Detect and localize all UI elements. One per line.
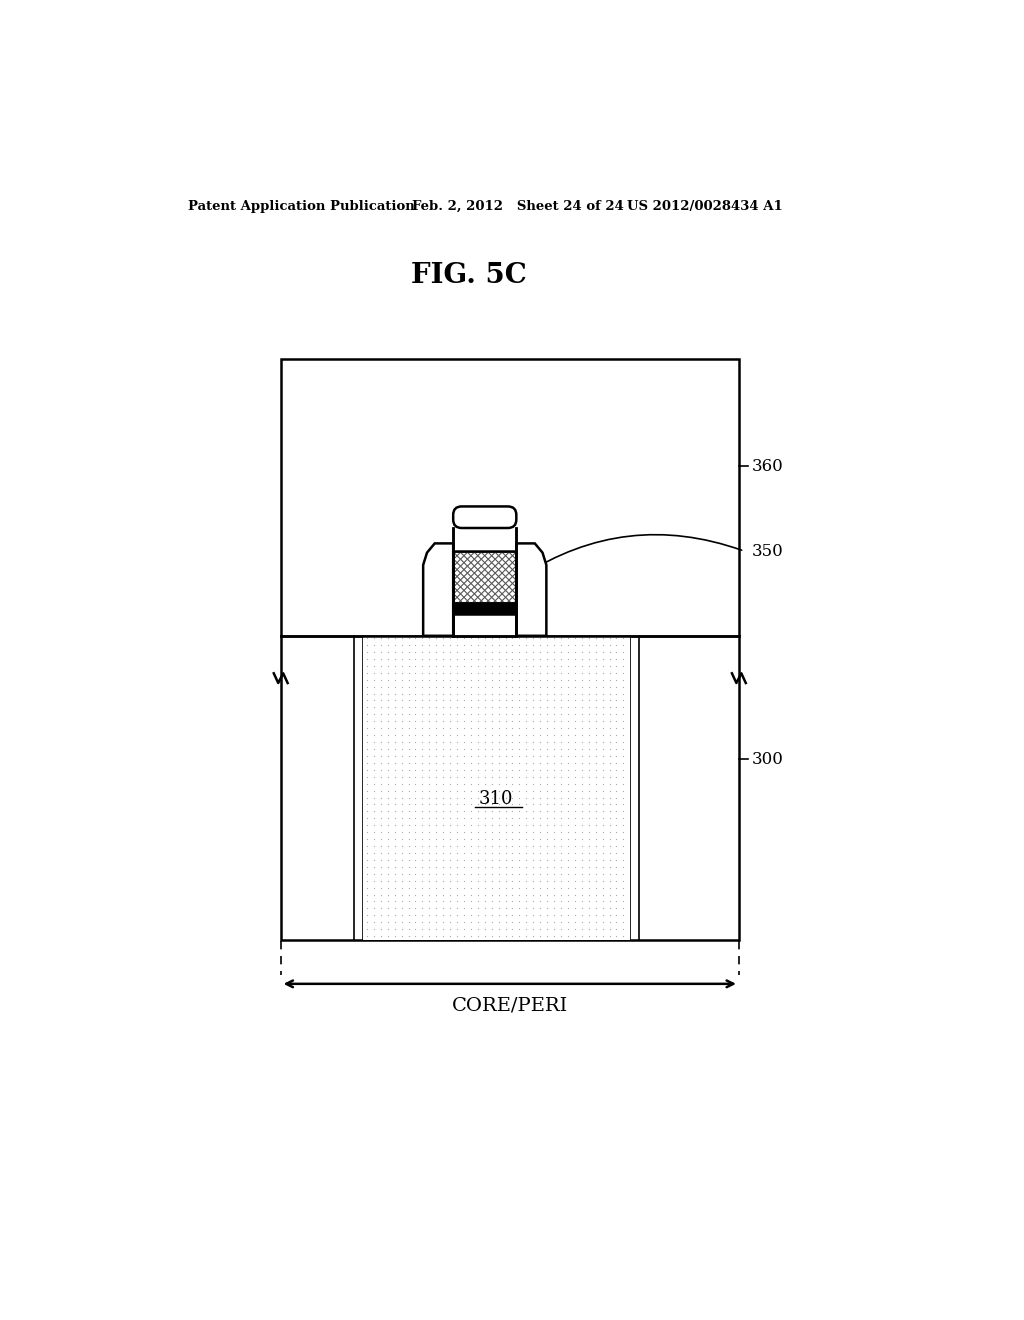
Bar [454, 552, 516, 603]
Polygon shape [423, 544, 454, 636]
Bar [454, 614, 516, 636]
Bar [454, 528, 516, 552]
Text: Patent Application Publication: Patent Application Publication [188, 199, 415, 213]
Bar [281, 359, 739, 940]
Bar [364, 636, 630, 940]
Text: FIG. 5C: FIG. 5C [412, 261, 527, 289]
Text: Feb. 2, 2012   Sheet 24 of 24: Feb. 2, 2012 Sheet 24 of 24 [412, 199, 624, 213]
Text: CORE/PERI: CORE/PERI [452, 997, 568, 1014]
Bar [454, 603, 516, 614]
Polygon shape [516, 544, 547, 636]
Text: 300: 300 [752, 751, 783, 767]
Text: 360: 360 [752, 458, 783, 475]
Text: 350: 350 [752, 543, 783, 560]
Text: US 2012/0028434 A1: US 2012/0028434 A1 [628, 199, 783, 213]
Text: 310: 310 [479, 791, 514, 808]
FancyBboxPatch shape [454, 507, 516, 528]
Bar [454, 552, 516, 603]
